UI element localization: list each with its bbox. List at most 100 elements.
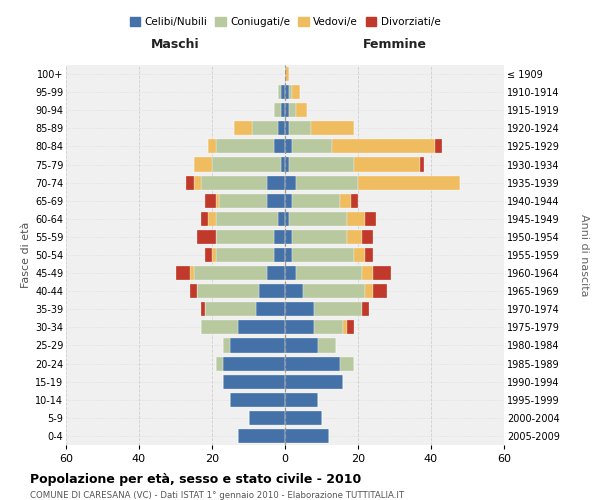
Bar — [289, 103, 296, 118]
Bar — [223, 356, 285, 370]
Bar — [215, 140, 274, 153]
Bar — [362, 302, 369, 316]
Bar — [285, 320, 314, 334]
Bar — [208, 140, 215, 153]
Bar — [285, 392, 318, 407]
Bar — [281, 103, 285, 118]
Bar — [190, 284, 197, 298]
Bar — [278, 85, 281, 99]
Bar — [296, 103, 307, 118]
Bar — [215, 356, 223, 370]
Bar — [197, 230, 215, 244]
Text: COMUNE DI CARESANA (VC) - Dati ISTAT 1° gennaio 2010 - Elaborazione TUTTITALIA.I: COMUNE DI CARESANA (VC) - Dati ISTAT 1° … — [30, 491, 404, 500]
Y-axis label: Fasce di età: Fasce di età — [20, 222, 31, 288]
Bar — [362, 230, 373, 244]
Bar — [285, 176, 296, 190]
Bar — [296, 176, 358, 190]
Bar — [205, 194, 215, 208]
Bar — [278, 212, 285, 226]
Bar — [365, 212, 376, 226]
Bar — [190, 266, 194, 280]
Bar — [230, 338, 285, 352]
Bar — [212, 158, 281, 172]
Bar — [248, 411, 285, 425]
Bar — [340, 194, 350, 208]
Bar — [194, 158, 212, 172]
Bar — [285, 266, 296, 280]
Bar — [238, 320, 285, 334]
Bar — [289, 122, 311, 136]
Bar — [187, 176, 194, 190]
Bar — [285, 374, 343, 388]
Bar — [252, 122, 278, 136]
Bar — [292, 140, 332, 153]
Bar — [259, 284, 285, 298]
Bar — [314, 302, 362, 316]
Bar — [292, 230, 347, 244]
Bar — [285, 230, 292, 244]
Bar — [373, 266, 391, 280]
Bar — [230, 392, 285, 407]
Bar — [223, 374, 285, 388]
Bar — [220, 194, 267, 208]
Bar — [215, 230, 274, 244]
Bar — [285, 122, 289, 136]
Bar — [347, 212, 365, 226]
Bar — [223, 338, 230, 352]
Bar — [347, 320, 355, 334]
Bar — [215, 212, 278, 226]
Bar — [201, 176, 267, 190]
Bar — [332, 140, 434, 153]
Bar — [355, 158, 420, 172]
Bar — [289, 158, 355, 172]
Bar — [281, 85, 285, 99]
Bar — [314, 320, 343, 334]
Bar — [274, 140, 285, 153]
Bar — [285, 248, 292, 262]
Bar — [285, 302, 314, 316]
Bar — [373, 284, 387, 298]
Bar — [285, 85, 289, 99]
Bar — [285, 338, 318, 352]
Bar — [292, 194, 340, 208]
Bar — [201, 320, 238, 334]
Bar — [350, 194, 358, 208]
Bar — [292, 85, 299, 99]
Bar — [197, 284, 259, 298]
Bar — [205, 302, 256, 316]
Bar — [285, 356, 340, 370]
Bar — [340, 356, 355, 370]
Bar — [238, 429, 285, 443]
Bar — [208, 212, 215, 226]
Bar — [285, 212, 289, 226]
Bar — [274, 230, 285, 244]
Bar — [194, 266, 267, 280]
Bar — [285, 140, 292, 153]
Bar — [343, 320, 347, 334]
Y-axis label: Anni di nascita: Anni di nascita — [579, 214, 589, 296]
Bar — [201, 302, 205, 316]
Bar — [434, 140, 442, 153]
Text: Femmine: Femmine — [362, 38, 427, 51]
Bar — [285, 103, 289, 118]
Bar — [355, 248, 365, 262]
Bar — [318, 338, 336, 352]
Bar — [194, 176, 201, 190]
Legend: Celibi/Nubili, Coniugati/e, Vedovi/e, Divorziati/e: Celibi/Nubili, Coniugati/e, Vedovi/e, Di… — [125, 13, 445, 32]
Bar — [274, 248, 285, 262]
Bar — [347, 230, 362, 244]
Bar — [281, 158, 285, 172]
Bar — [267, 266, 285, 280]
Bar — [296, 266, 362, 280]
Bar — [289, 85, 292, 99]
Bar — [278, 122, 285, 136]
Bar — [311, 122, 355, 136]
Bar — [285, 429, 329, 443]
Bar — [362, 266, 373, 280]
Bar — [234, 122, 252, 136]
Bar — [303, 284, 365, 298]
Bar — [285, 194, 292, 208]
Bar — [274, 103, 281, 118]
Bar — [215, 248, 274, 262]
Bar — [267, 176, 285, 190]
